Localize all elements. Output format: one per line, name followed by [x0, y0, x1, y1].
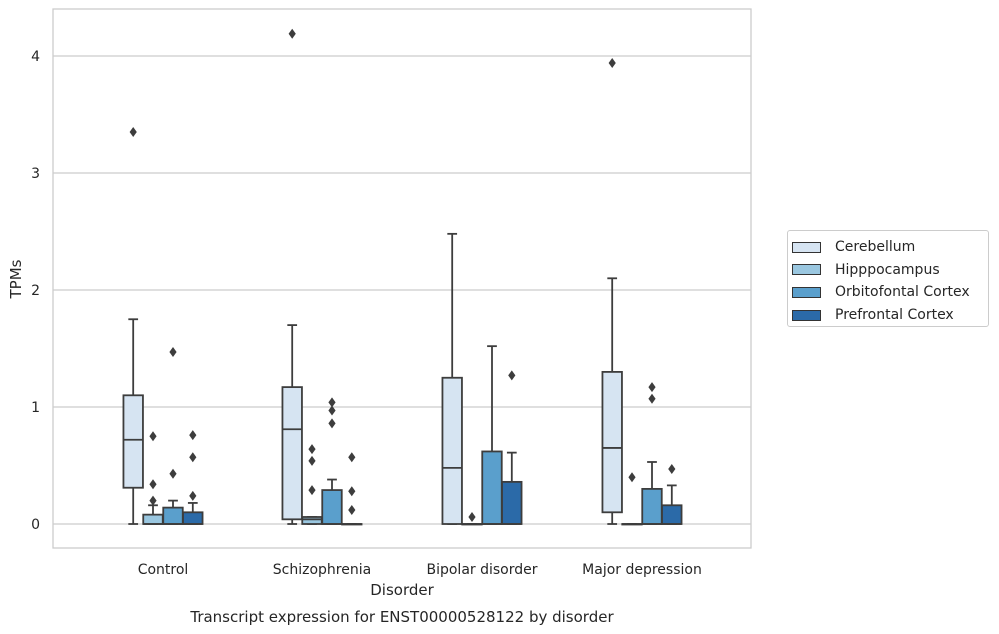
box — [481, 450, 503, 525]
box-group — [182, 430, 204, 525]
legend-item-orbitofrontal: Orbitofontal Cortex — [792, 281, 988, 304]
x-tick-label: Major depression — [582, 562, 702, 578]
outlier-point — [129, 127, 137, 138]
outlier-point — [189, 430, 197, 441]
outlier-point — [288, 28, 296, 39]
y-axis-label: TPMs — [7, 259, 25, 299]
legend-label: Orbitofontal Cortex — [835, 284, 970, 301]
legend-swatch-cerebellum — [792, 241, 821, 253]
outlier-point — [149, 495, 157, 506]
outlier-point — [508, 370, 516, 381]
legend-label: Cerebellum — [835, 239, 916, 256]
y-tick-label: 3 — [31, 166, 40, 182]
box-group — [441, 232, 463, 525]
box-group — [162, 347, 184, 525]
outlier-point — [328, 418, 336, 429]
box-group — [281, 28, 303, 525]
box — [641, 487, 663, 525]
y-tick-label: 4 — [31, 49, 40, 65]
box — [182, 511, 204, 525]
outlier-point — [308, 455, 316, 466]
box-group — [481, 345, 503, 525]
legend: Cerebellum Hipppocampus Orbitofontal Cor… — [787, 230, 989, 327]
legend-label: Prefrontal Cortex — [835, 307, 954, 324]
box-group — [301, 444, 323, 525]
box-group — [341, 452, 363, 526]
axis-ticks: 0 1 2 3 4 Control Schizophrenia Bipolar disorde… — [31, 49, 702, 578]
legend-item-cerebellum: Cerebellum — [792, 236, 988, 259]
outlier-point — [468, 511, 476, 522]
box-group — [461, 511, 483, 526]
box — [441, 376, 463, 525]
legend-item-prefrontal: Prefrontal Cortex — [792, 304, 988, 327]
box — [301, 516, 323, 525]
outlier-point — [648, 382, 656, 393]
box-group — [601, 58, 623, 525]
x-axis-label: Disorder — [370, 581, 434, 599]
box-group — [661, 464, 683, 525]
legend-swatch-orbitofrontal — [792, 286, 821, 298]
outlier-point — [348, 486, 356, 497]
outlier-point — [348, 504, 356, 515]
box-group — [321, 397, 343, 525]
box-group — [641, 382, 663, 525]
outlier-point — [149, 479, 157, 490]
outlier-point — [348, 452, 356, 463]
outlier-point — [648, 393, 656, 404]
plot-area-frame — [52, 8, 752, 549]
outlier-point — [328, 397, 336, 408]
box — [501, 480, 523, 525]
grid-lines — [53, 55, 751, 525]
box-group — [501, 370, 523, 525]
box — [321, 489, 343, 525]
legend-item-hippocampus: Hipppocampus — [792, 259, 988, 282]
box — [661, 504, 683, 525]
outlier-point — [169, 468, 177, 479]
legend-label: Hipppocampus — [835, 261, 940, 278]
outlier-point — [308, 485, 316, 496]
legend-swatch-prefrontal — [792, 309, 821, 321]
box-marks — [122, 28, 683, 526]
outlier-point — [169, 347, 177, 358]
box — [601, 370, 623, 514]
x-tick-label: Schizophrenia — [273, 562, 371, 578]
box — [281, 386, 303, 521]
outlier-point — [308, 444, 316, 455]
outlier-point — [189, 452, 197, 463]
y-tick-label: 1 — [31, 400, 40, 416]
box-group — [621, 472, 643, 526]
y-tick-label: 2 — [31, 283, 40, 299]
x-tick-label: Control — [138, 562, 189, 578]
outlier-point — [628, 472, 636, 483]
y-tick-label: 0 — [31, 517, 40, 533]
outlier-point — [328, 405, 336, 416]
outlier-point — [149, 431, 157, 442]
box-group — [122, 127, 144, 525]
outlier-point — [668, 464, 676, 475]
box — [142, 513, 164, 525]
x-tick-label: Bipolar disorder — [426, 562, 537, 578]
box — [122, 394, 144, 489]
box-group — [142, 431, 164, 525]
box — [162, 506, 184, 525]
legend-swatch-hippocampus — [792, 264, 821, 276]
outlier-point — [189, 490, 197, 501]
chart-caption: Transcript expression for ENST0000052812… — [189, 608, 614, 626]
outlier-point — [608, 58, 616, 69]
